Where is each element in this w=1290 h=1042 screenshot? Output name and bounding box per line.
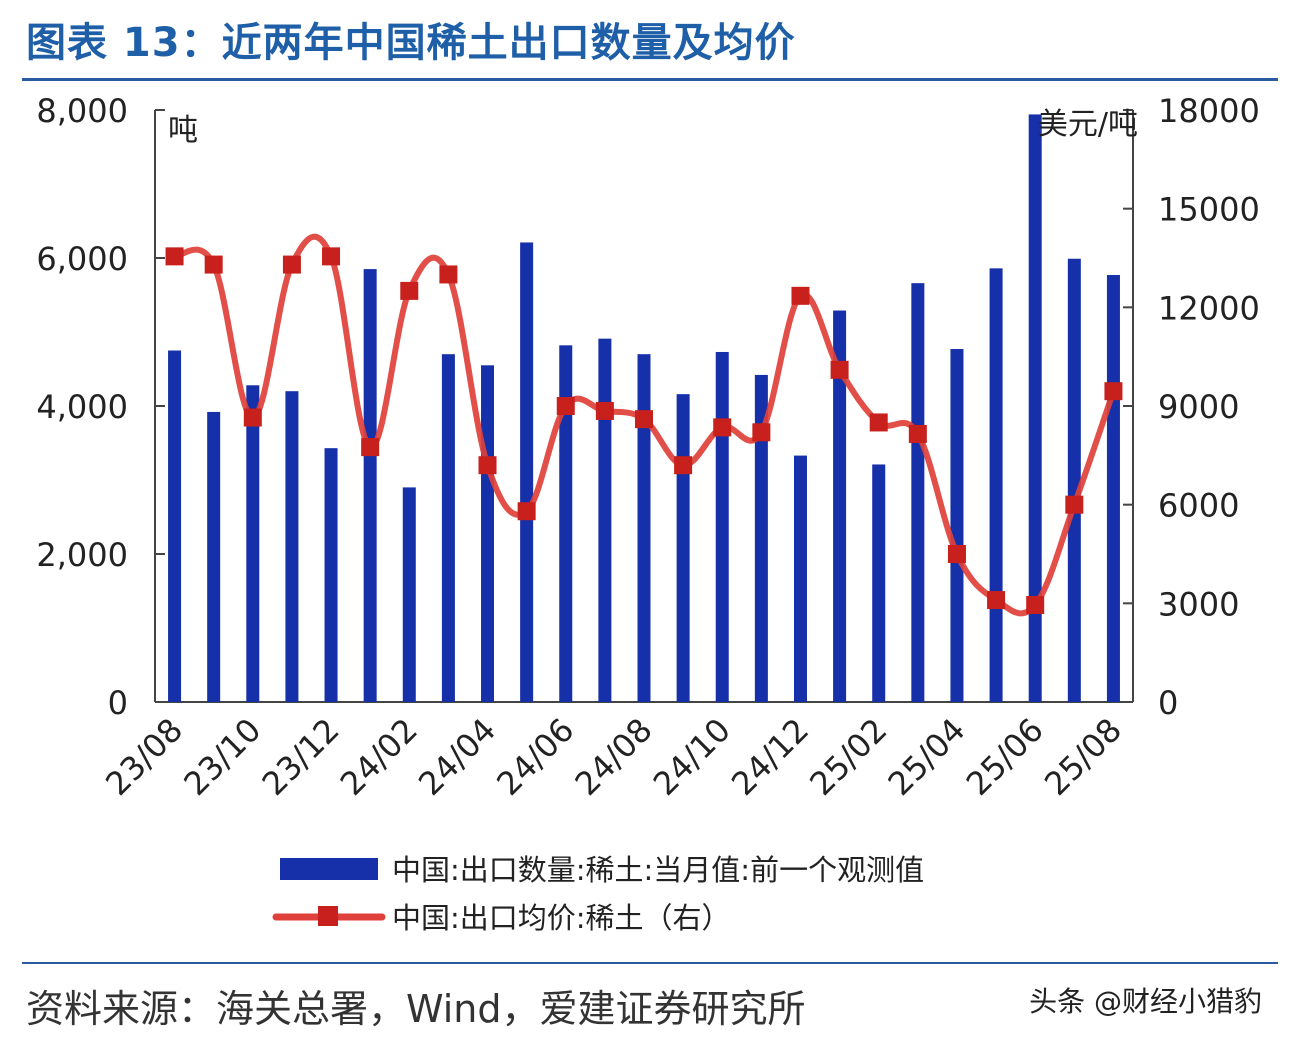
x-tick-label: 25/08 — [1037, 711, 1129, 803]
price-point — [987, 591, 1006, 610]
x-tick-label: 24/02 — [333, 711, 425, 803]
left-tick-label: 4,000 — [36, 388, 128, 426]
bar — [989, 268, 1003, 702]
price-point — [713, 418, 732, 437]
bar — [559, 345, 573, 702]
bar — [520, 242, 534, 702]
right-tick-label: 18000 — [1158, 92, 1260, 130]
legend-bar-label: 中国:出口数量:稀土:当月值:前一个观测值 — [392, 853, 924, 887]
right-tick-label: 12000 — [1158, 289, 1260, 327]
price-point — [439, 265, 458, 284]
x-tick-label: 25/06 — [959, 711, 1051, 803]
x-tick-label: 25/04 — [881, 711, 973, 803]
x-tick-label: 24/06 — [489, 711, 581, 803]
bar — [481, 365, 495, 702]
x-tick-label: 25/02 — [802, 711, 894, 803]
bar — [872, 464, 886, 702]
price-point — [478, 456, 497, 475]
x-tick-label: 24/04 — [411, 711, 503, 803]
bar — [402, 487, 416, 702]
bar — [324, 448, 338, 702]
bar — [950, 349, 964, 702]
chart-title: 图表 13：近两年中国稀土出口数量及均价 — [26, 20, 796, 66]
x-tick-label: 24/12 — [724, 711, 816, 803]
x-tick-label: 23/08 — [98, 711, 190, 803]
bar — [285, 391, 299, 702]
right-tick-label: 0 — [1158, 684, 1178, 722]
right-tick-label: 15000 — [1158, 191, 1260, 229]
price-point — [517, 502, 536, 521]
price-point — [1065, 495, 1084, 514]
right-tick-label: 3000 — [1158, 585, 1239, 623]
x-tick-label: 24/10 — [646, 711, 738, 803]
right-axis-unit: 美元/吨 — [1038, 107, 1138, 142]
bar — [441, 354, 455, 702]
price-point — [1104, 382, 1123, 401]
x-tick-label: 23/10 — [176, 711, 268, 803]
bar — [1067, 258, 1081, 702]
x-tick-label: 23/12 — [255, 711, 347, 803]
price-point — [322, 247, 341, 266]
x-axis-labels: 23/0823/1023/1224/0224/0424/0624/0824/10… — [98, 711, 1129, 803]
watermark: 头条 @财经小猎豹 — [1029, 985, 1262, 1018]
bar — [1028, 114, 1042, 702]
price-point — [674, 456, 693, 475]
bar-series — [168, 114, 1120, 702]
price-point — [791, 286, 810, 305]
left-tick-label: 0 — [108, 684, 128, 722]
bar — [793, 455, 807, 702]
right-tick-label: 9000 — [1158, 388, 1239, 426]
price-point — [1026, 595, 1045, 614]
price-point — [869, 413, 888, 432]
price-point — [282, 255, 301, 274]
price-point — [752, 423, 771, 442]
price-point — [595, 401, 614, 420]
price-point — [830, 360, 849, 379]
legend-line-label: 中国:出口均价:稀土（右） — [392, 901, 731, 935]
bar — [833, 310, 847, 702]
bar — [637, 354, 651, 702]
bar — [363, 269, 377, 702]
bar — [676, 394, 690, 702]
price-point — [635, 410, 653, 429]
right-tick-label: 6000 — [1158, 487, 1239, 525]
price-point — [556, 397, 575, 415]
x-tick-label: 24/08 — [568, 711, 660, 803]
bar — [715, 351, 729, 702]
bar — [207, 411, 221, 702]
price-point — [165, 247, 184, 266]
chart: 0 2,000 4,000 6,000 8,000 0 3000 6000 9000 12000 1… — [36, 92, 1259, 935]
price-point — [908, 424, 927, 443]
left-tick-label: 6,000 — [36, 240, 128, 278]
price-point — [204, 255, 223, 274]
price-point — [361, 438, 380, 457]
bar — [598, 338, 612, 702]
price-point — [400, 281, 419, 300]
axes: 0 2,000 4,000 6,000 8,000 0 3000 6000 9000 12000 1… — [36, 92, 1259, 722]
bar — [246, 385, 260, 702]
bar — [754, 374, 768, 702]
legend: 中国:出口数量:稀土:当月值:前一个观测值 中国:出口均价:稀土（右） — [272, 853, 924, 935]
price-point — [947, 545, 966, 563]
footer-divider — [22, 962, 1278, 964]
price-point — [243, 408, 262, 427]
left-tick-label: 2,000 — [36, 536, 128, 574]
source-note: 资料来源：海关总署，Wind，爱建证券研究所 — [26, 987, 806, 1031]
bar — [168, 350, 182, 702]
legend-line-marker — [318, 906, 338, 926]
bar — [1106, 275, 1120, 702]
bar — [911, 283, 925, 702]
left-tick-label: 8,000 — [36, 92, 128, 130]
title-divider — [22, 78, 1278, 81]
line-series — [165, 233, 1123, 617]
legend-bar-swatch — [280, 858, 378, 880]
left-axis-unit: 吨 — [168, 113, 198, 148]
